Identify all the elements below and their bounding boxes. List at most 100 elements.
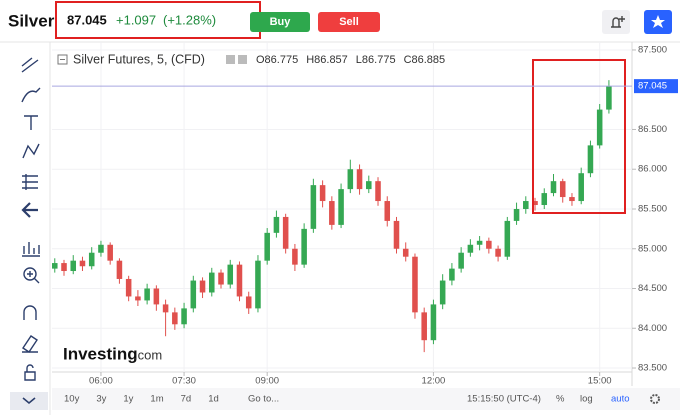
text-tool[interactable] [24, 115, 38, 130]
candle-body [218, 272, 224, 285]
lock-tool[interactable] [24, 364, 36, 381]
candle-body [227, 264, 234, 285]
legend-settings[interactable] [226, 55, 235, 64]
pencil-tool[interactable] [22, 335, 38, 353]
y-tick-label: 85.000 [638, 243, 667, 254]
candle-body [513, 208, 520, 221]
candle-body [162, 304, 169, 313]
candle-body [319, 185, 326, 202]
star-icon [651, 15, 665, 28]
candle-body [559, 181, 566, 198]
brush-tool[interactable] [21, 87, 41, 103]
toolbar [10, 57, 48, 410]
candle-body [236, 264, 243, 297]
candle-body [606, 86, 612, 110]
candle-body [467, 244, 474, 253]
watermark-suffix: .com [134, 347, 162, 362]
candle-body [375, 181, 381, 202]
log-toggle[interactable]: log [580, 394, 593, 405]
x-tick-label: 15:00 [588, 376, 612, 387]
ohlc-legend: O86.775 H86.857 L86.775 C86.885 [256, 54, 445, 66]
legend-hide[interactable] [238, 55, 247, 64]
y-tick-label: 83.500 [638, 363, 667, 374]
candle-body [273, 216, 280, 233]
range-button[interactable]: 1m [150, 394, 163, 405]
alert-button[interactable] [602, 10, 630, 34]
candle-body [209, 272, 215, 293]
x-tick-label: 06:00 [89, 376, 113, 387]
change-pct: (+1.28%) [163, 12, 216, 27]
range-button[interactable]: 1y [123, 394, 133, 405]
indicator-tool[interactable] [22, 242, 40, 257]
y-tick-label: 84.500 [638, 283, 667, 294]
candle-body [245, 296, 252, 309]
candle-body [338, 189, 344, 225]
candle-body [116, 260, 123, 279]
candle-body [282, 216, 289, 249]
candle-body [292, 248, 298, 265]
highlight-box [532, 59, 626, 214]
auto-toggle[interactable]: auto [611, 394, 630, 405]
range-button[interactable]: 1d [208, 394, 219, 405]
trend-tool[interactable] [21, 57, 39, 73]
candle-body [125, 278, 132, 297]
candle-body [393, 220, 400, 249]
candle-body [587, 145, 594, 174]
candle-body [532, 201, 538, 206]
candle-body [486, 240, 492, 249]
candle-body [504, 220, 511, 257]
candle-body [458, 252, 464, 269]
symbol: Silver [8, 11, 55, 30]
candle-body [181, 308, 187, 325]
buy-button[interactable] [250, 12, 310, 32]
sell-button[interactable] [318, 12, 380, 32]
magnet-tool[interactable] [23, 305, 37, 320]
alert-icon [611, 16, 625, 28]
candle-body [430, 304, 437, 341]
goto[interactable]: Go to... [248, 394, 279, 405]
pattern-tool[interactable] [22, 143, 40, 159]
candle-body [190, 280, 197, 309]
candle-body [476, 240, 483, 245]
candle-body [88, 252, 95, 267]
y-tick-label: 86.500 [638, 124, 667, 135]
candle-body [550, 181, 557, 194]
last-price-label: 87.045 [638, 81, 667, 92]
buy-label: Buy [270, 16, 292, 28]
range-button[interactable]: 3y [96, 394, 106, 405]
candle-body [384, 201, 391, 221]
candle-body [578, 173, 584, 202]
last-price-box [634, 79, 678, 94]
zoom-tool[interactable] [23, 267, 37, 281]
candle-body [402, 248, 409, 257]
ohlc-value: O86.775 [256, 54, 298, 66]
candle-body [421, 312, 427, 341]
candle-body [135, 296, 141, 301]
candle-body [52, 263, 58, 269]
candle-body [439, 280, 446, 305]
candle-body [79, 260, 86, 267]
candle-body [329, 201, 335, 225]
candle-body [366, 181, 372, 190]
fib-tool[interactable] [22, 174, 38, 190]
collapse-button[interactable] [10, 392, 48, 410]
ohlc-value: C86.885 [404, 54, 446, 66]
candle-body [523, 201, 529, 209]
candle-body [199, 280, 206, 293]
plot [52, 80, 612, 353]
range-buttons: 10y 3y 1y 1m 7d 1d [64, 394, 219, 405]
settings-icon[interactable] [650, 394, 660, 404]
range-button[interactable]: 10y [64, 394, 80, 405]
collapse-legend[interactable] [57, 54, 68, 65]
candle-body [569, 197, 575, 202]
x-tick-label: 07:30 [172, 376, 196, 387]
price: 87.045 [67, 12, 107, 27]
candle-body [98, 244, 104, 253]
percent-toggle[interactable]: % [556, 394, 565, 405]
ohlc-value: H86.857 [306, 54, 348, 66]
bottom-bar [52, 388, 680, 410]
y-tick-label: 87.500 [638, 44, 667, 55]
range-button[interactable]: 7d [181, 394, 192, 405]
back-tool[interactable] [21, 202, 38, 218]
